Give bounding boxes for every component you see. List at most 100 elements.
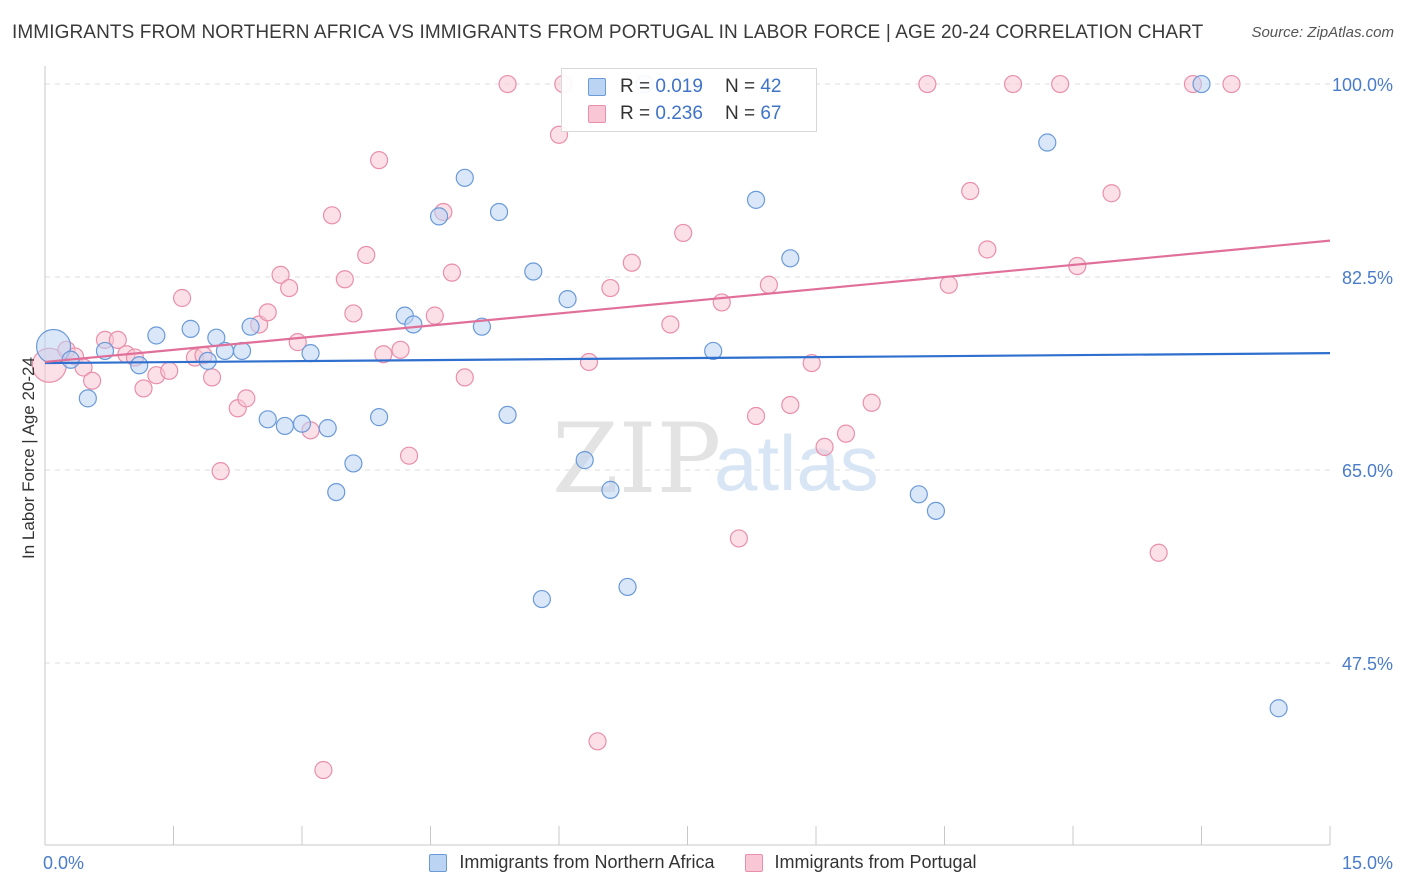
northern-africa-point bbox=[258, 410, 277, 429]
northern-africa-point bbox=[1269, 699, 1288, 718]
northern-africa-point bbox=[318, 419, 337, 438]
northern-africa-point bbox=[404, 315, 423, 334]
legend-r-label: R = bbox=[620, 103, 651, 124]
legend-r-value: 0.019 bbox=[655, 76, 703, 97]
northern-africa-point bbox=[909, 485, 928, 504]
portugal-point bbox=[661, 315, 680, 334]
portugal-point bbox=[939, 275, 958, 294]
series-legend: Immigrants from Northern Africa Immigran… bbox=[0, 852, 1406, 873]
y-axis-title: In Labor Force | Age 20-24 bbox=[19, 357, 38, 559]
northern-africa-point bbox=[472, 317, 491, 336]
portugal-point bbox=[746, 406, 766, 426]
portugal-point bbox=[961, 181, 980, 201]
portugal-point bbox=[391, 340, 410, 359]
northern-africa-point bbox=[524, 262, 543, 281]
portugal-point bbox=[918, 74, 937, 94]
portugal-point bbox=[160, 361, 179, 380]
portugal-point bbox=[1051, 74, 1070, 94]
portugal-point bbox=[781, 395, 800, 415]
northern-africa-point bbox=[78, 389, 97, 408]
legend-r-value: 0.236 bbox=[655, 103, 703, 124]
portugal-point bbox=[357, 245, 376, 265]
portugal-point bbox=[1149, 543, 1168, 562]
northern-africa-point bbox=[241, 317, 260, 336]
y-tick-label: 82.5% bbox=[1342, 268, 1393, 288]
portugal-point bbox=[442, 263, 462, 282]
portugal-point bbox=[83, 371, 102, 390]
portugal-point bbox=[1003, 74, 1023, 94]
portugal-point bbox=[588, 732, 607, 751]
portugal-point bbox=[802, 353, 821, 373]
legend-series-label: Immigrants from Portugal bbox=[774, 852, 977, 872]
northern-africa-point bbox=[489, 202, 509, 222]
portugal-point bbox=[134, 379, 153, 398]
portugal-point bbox=[1222, 74, 1241, 94]
northern-africa-point bbox=[1038, 133, 1057, 152]
northern-africa-point bbox=[532, 589, 551, 609]
portugal-point bbox=[836, 424, 856, 443]
portugal-point bbox=[498, 74, 517, 94]
northern-africa-point bbox=[746, 190, 766, 209]
northern-africa-point bbox=[429, 207, 449, 226]
portugal-point bbox=[237, 389, 256, 408]
portugal-point bbox=[455, 368, 474, 387]
northern-africa-point bbox=[618, 577, 637, 597]
x-tick-label: 15.0% bbox=[1342, 853, 1393, 873]
northern-africa-point bbox=[1192, 74, 1211, 94]
portugal-point bbox=[601, 278, 620, 298]
axes bbox=[44, 66, 1331, 846]
northern-africa-point bbox=[601, 480, 620, 499]
portugal-point bbox=[370, 151, 389, 170]
northern-africa-point bbox=[781, 249, 800, 268]
portugal-point bbox=[862, 393, 881, 412]
portugal-point bbox=[399, 446, 419, 465]
legend-item-portugal: Immigrants from Portugal bbox=[744, 852, 977, 873]
portugal-point bbox=[374, 345, 393, 364]
y-tick-label: 100.0% bbox=[1332, 75, 1393, 95]
legend-series-label: Immigrants from Northern Africa bbox=[459, 852, 715, 872]
northern-africa-point bbox=[370, 408, 389, 427]
trend-lines bbox=[44, 239, 1331, 365]
chart-title: IMMIGRANTS FROM NORTHERN AFRICA VS IMMIG… bbox=[12, 22, 1204, 43]
northern-africa-point bbox=[275, 416, 294, 436]
legend-swatch-blue bbox=[429, 853, 448, 872]
northern-africa-point bbox=[558, 290, 577, 309]
legend-item-northern-africa: Immigrants from Northern Africa bbox=[429, 852, 715, 873]
portugal-point bbox=[815, 437, 834, 456]
legend-row-blue: R = 0.019 N = 42 bbox=[588, 75, 781, 99]
legend-n-value: 67 bbox=[760, 103, 782, 124]
portugal-trend-line bbox=[44, 239, 1331, 364]
y-tick-label: 65.0% bbox=[1342, 461, 1393, 481]
northern-africa-point bbox=[327, 482, 346, 502]
portugal-point bbox=[322, 206, 342, 225]
portugal-point bbox=[344, 304, 363, 323]
northern-africa-point bbox=[181, 319, 200, 338]
portugal-point bbox=[211, 462, 230, 481]
northern-africa-point bbox=[926, 501, 946, 520]
grid-lines bbox=[45, 83, 1330, 664]
stats-legend: R = 0.019 N = 42 R = 0.236 N = 67 bbox=[561, 68, 817, 132]
portugal-point bbox=[314, 760, 333, 780]
portugal-point bbox=[202, 368, 222, 387]
portugal-point bbox=[759, 275, 778, 294]
portugal-point bbox=[108, 330, 127, 350]
legend-row-pink: R = 0.236 N = 67 bbox=[588, 102, 781, 126]
portugal-point bbox=[579, 352, 599, 372]
legend-swatch-blue bbox=[588, 78, 606, 96]
legend-n-label: N = bbox=[724, 76, 756, 97]
portugal-point bbox=[674, 223, 693, 243]
y-tick-label: 47.5% bbox=[1342, 654, 1393, 674]
northern-africa-trend-line bbox=[44, 352, 1331, 365]
pink-series-points bbox=[31, 74, 1241, 780]
portugal-point bbox=[258, 303, 277, 322]
portugal-point bbox=[280, 278, 299, 298]
northern-africa-point bbox=[344, 454, 363, 473]
source-label: Source: ZipAtlas.com bbox=[1251, 24, 1394, 41]
northern-africa-point bbox=[575, 451, 594, 470]
northern-africa-point bbox=[130, 356, 149, 375]
portugal-point bbox=[271, 265, 290, 284]
portugal-point bbox=[172, 288, 192, 308]
portugal-point bbox=[425, 306, 444, 325]
portugal-point bbox=[1102, 184, 1121, 203]
northern-africa-point bbox=[704, 341, 723, 361]
